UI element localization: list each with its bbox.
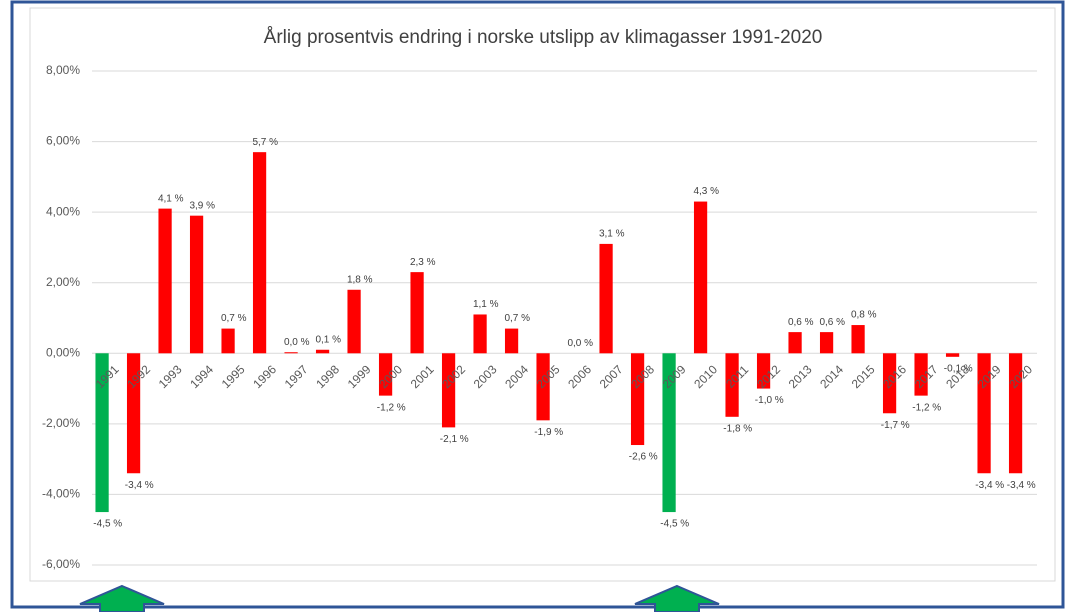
- data-label: -1,0 %: [755, 395, 784, 406]
- y-tick-label: -6,00%: [42, 557, 80, 571]
- bar: [221, 328, 235, 354]
- data-label: -1,8 %: [723, 423, 752, 434]
- data-label: -1,9 %: [534, 427, 563, 438]
- data-label: 0,6 %: [788, 317, 814, 328]
- bar: [693, 201, 708, 354]
- data-label: 0,7 %: [504, 313, 530, 324]
- y-tick-label: 8,00%: [46, 63, 80, 77]
- y-tick-label: 6,00%: [46, 134, 80, 148]
- bar: [378, 353, 393, 396]
- bar: [536, 353, 550, 421]
- y-tick-label: 0,00%: [46, 345, 80, 359]
- plot: -6,00% -4,00% -2,00% 0,00% 2,00% 4,00% 6,00% 8,…: [42, 63, 1037, 571]
- data-label: 0,0 %: [567, 338, 593, 349]
- data-label: 3,1 %: [599, 229, 625, 240]
- bar: [599, 243, 613, 354]
- arrow: [634, 584, 720, 612]
- data-label: 1,1 %: [473, 299, 499, 310]
- bar: [851, 325, 865, 354]
- bar: [977, 353, 991, 474]
- bar: [819, 332, 834, 354]
- bar: [1008, 353, 1023, 474]
- data-label: -4,5 %: [660, 519, 689, 530]
- data-label: 4,1 %: [158, 193, 184, 204]
- data-label: 3,9 %: [189, 200, 215, 211]
- bar: [882, 353, 897, 414]
- bar: [473, 314, 487, 354]
- data-label: -2,1 %: [440, 434, 469, 445]
- bar: [410, 272, 424, 354]
- bar: [158, 208, 172, 354]
- data-label: 0,0 %: [284, 337, 310, 348]
- data-label: 5,7 %: [252, 137, 278, 148]
- bar: [95, 353, 109, 513]
- bar: [756, 353, 771, 389]
- bar: [252, 152, 267, 354]
- data-label: 0,1 %: [315, 334, 341, 345]
- bar: [189, 215, 204, 354]
- bar: [788, 332, 802, 354]
- y-tick-label: 4,00%: [46, 204, 80, 218]
- data-label: -0,1 %: [944, 363, 973, 374]
- chart-title: Årlig prosentvis endring i norske utslip…: [264, 27, 823, 48]
- arrow: [79, 584, 165, 612]
- data-label: -3,4 %: [125, 480, 154, 491]
- bar: [347, 289, 361, 354]
- data-label: -3,4 %: [975, 480, 1004, 491]
- bar: [630, 353, 645, 446]
- data-label: 4,3 %: [693, 186, 719, 197]
- bar: [725, 353, 739, 417]
- data-label: 0,8 %: [851, 310, 877, 321]
- bar: [315, 349, 330, 354]
- data-label: -1,7 %: [881, 420, 910, 431]
- y-tick-label: -2,00%: [42, 416, 80, 430]
- bar: [126, 353, 141, 474]
- data-label: 1,8 %: [347, 274, 373, 285]
- y-tick-label: 2,00%: [46, 275, 80, 289]
- data-label: 0,7 %: [221, 313, 247, 324]
- bar: [914, 353, 928, 396]
- data-label: -2,6 %: [629, 452, 658, 463]
- data-label: -1,2 %: [912, 402, 941, 413]
- bar: [662, 353, 676, 513]
- bar: [441, 353, 456, 428]
- data-label: 2,3 %: [410, 257, 436, 268]
- bar: [504, 328, 519, 354]
- bar: [284, 352, 298, 354]
- bar: [945, 353, 960, 357]
- data-label: -3,4 %: [1007, 480, 1036, 491]
- data-label: -1,2 %: [377, 402, 406, 413]
- y-tick-label: -4,00%: [42, 487, 80, 501]
- data-label: -4,5 %: [93, 519, 122, 530]
- data-label: 0,6 %: [819, 317, 845, 328]
- chart-area: [29, 7, 1056, 582]
